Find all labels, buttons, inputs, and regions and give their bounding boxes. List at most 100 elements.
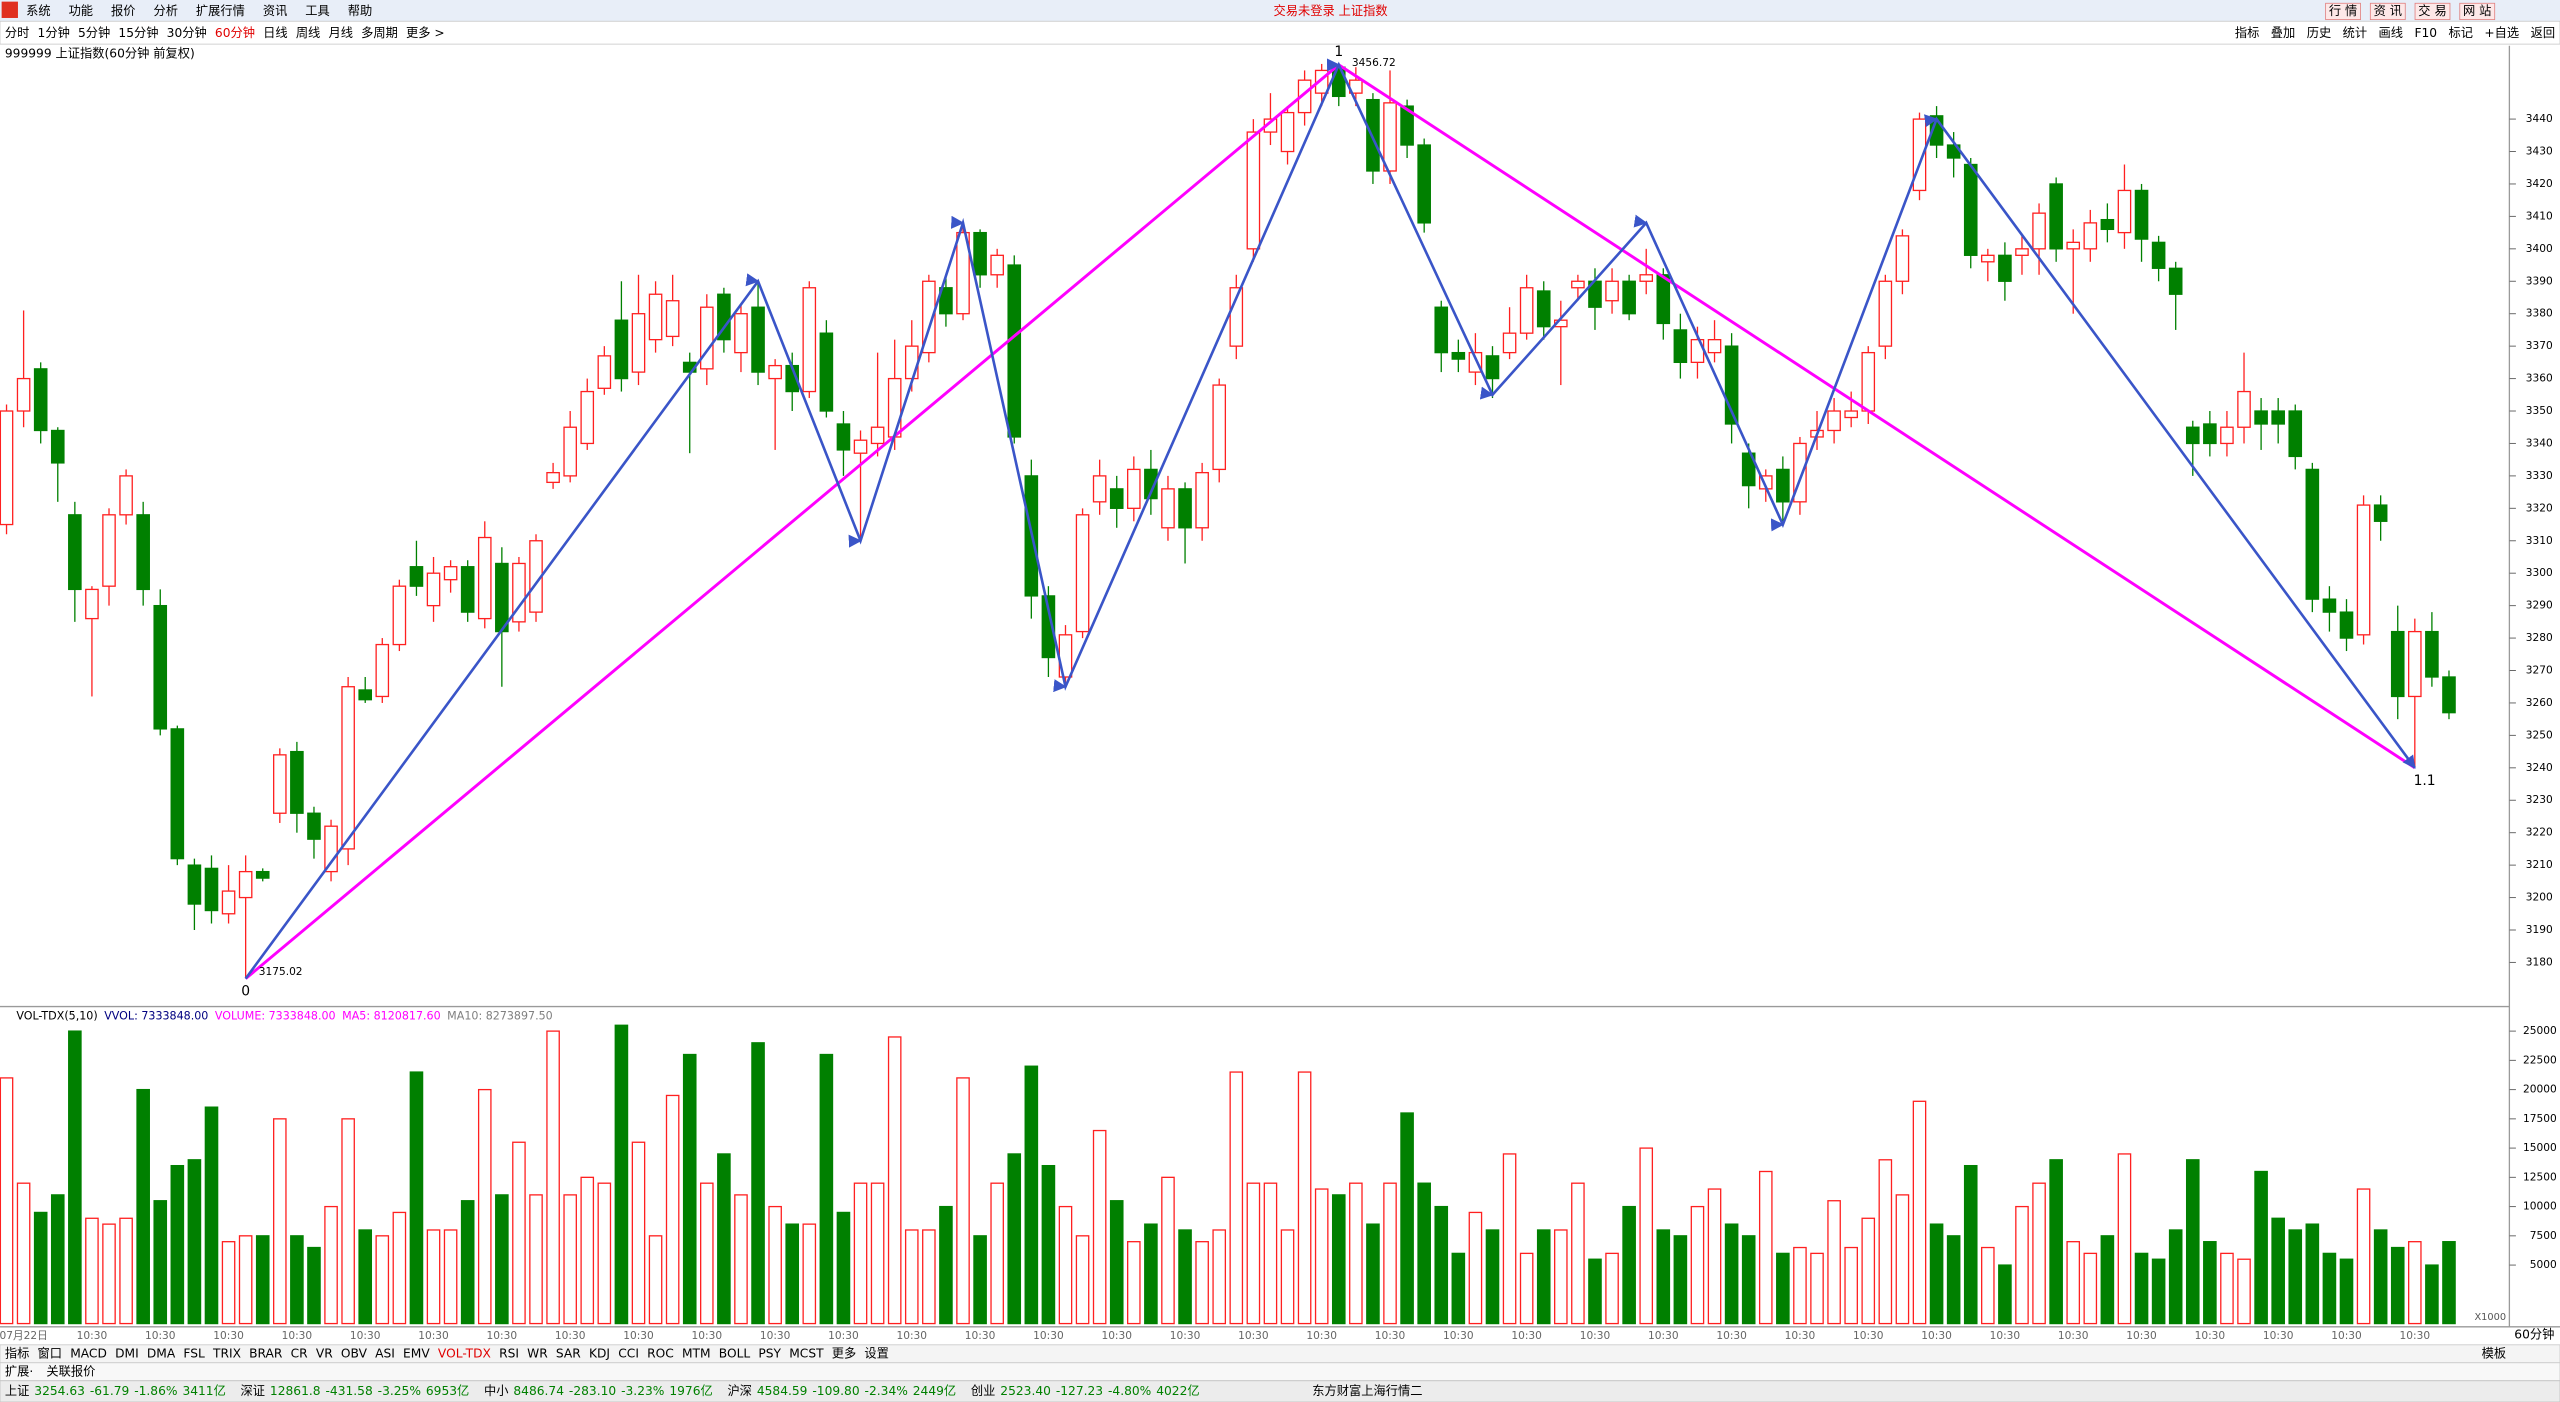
- period-button[interactable]: 月线: [328, 26, 352, 40]
- top-button-box[interactable]: [2459, 2, 2496, 21]
- volume-bar: [785, 1223, 800, 1325]
- candle-body: [512, 562, 526, 623]
- tool-button[interactable]: 画线: [2379, 26, 2403, 40]
- menu-item[interactable]: 工具: [305, 4, 329, 18]
- indicator-tab[interactable]: OBV: [341, 1346, 368, 1360]
- period-button[interactable]: 5分钟: [78, 25, 110, 40]
- indicator-tab[interactable]: KDJ: [589, 1346, 610, 1360]
- top-button-box[interactable]: [2369, 2, 2406, 21]
- menu-item[interactable]: 资讯: [263, 4, 287, 18]
- candle-body: [1776, 468, 1790, 503]
- tool-button[interactable]: 历史: [2307, 26, 2331, 40]
- volume-bar: [1793, 1246, 1807, 1325]
- indicator-tab[interactable]: EMV: [403, 1346, 430, 1360]
- volume-bar: [2151, 1258, 2166, 1325]
- template-button[interactable]: 模板: [2482, 1346, 2506, 1360]
- candle-body: [1417, 144, 1431, 224]
- status-quote: 8486.74: [513, 1384, 564, 1398]
- volume-bar: [939, 1205, 953, 1325]
- menu-item[interactable]: 功能: [69, 4, 93, 18]
- tool-button[interactable]: 统计: [2343, 26, 2367, 40]
- status-quote: -61.79: [90, 1384, 129, 1398]
- sub-tab[interactable]: 关联报价: [46, 1363, 95, 1378]
- indicator-tab[interactable]: DMI: [115, 1346, 139, 1360]
- status-quote: -283.10: [569, 1384, 616, 1398]
- indicator-tab[interactable]: SAR: [556, 1346, 581, 1360]
- period-button[interactable]: 1分钟: [38, 25, 70, 40]
- period-button[interactable]: 更多 >: [406, 26, 445, 40]
- candle-body: [2185, 426, 2200, 445]
- candle-body: [324, 825, 338, 873]
- indicator-tab[interactable]: ASI: [375, 1346, 395, 1360]
- candle-body: [2066, 241, 2081, 250]
- indicator-tab[interactable]: CR: [291, 1346, 309, 1360]
- menu-item[interactable]: 帮助: [348, 4, 372, 18]
- candle-body: [1383, 102, 1397, 172]
- menu-item[interactable]: 报价: [111, 3, 135, 18]
- volume-bar: [495, 1194, 509, 1325]
- top-button-box[interactable]: [2414, 2, 2451, 21]
- indicator-tab[interactable]: ROC: [647, 1346, 674, 1360]
- tool-button[interactable]: 指标: [2235, 25, 2259, 40]
- candle-body: [375, 643, 390, 698]
- indicator-tab[interactable]: DMA: [147, 1346, 176, 1360]
- candle-body: [1963, 163, 1978, 256]
- indicator-tab[interactable]: MACD: [70, 1346, 107, 1360]
- volume-bar: [2288, 1229, 2303, 1325]
- tool-button[interactable]: 标记: [2449, 26, 2473, 40]
- indicator-tab[interactable]: CCI: [618, 1346, 639, 1360]
- indicator-tab[interactable]: PSY: [758, 1346, 781, 1360]
- indicator-tab[interactable]: 更多: [832, 1346, 856, 1360]
- indicator-tab[interactable]: MCST: [789, 1346, 824, 1360]
- indicator-tab[interactable]: 指标: [5, 1345, 29, 1360]
- indicator-tab[interactable]: BRAR: [249, 1346, 283, 1360]
- tool-button[interactable]: F10: [2414, 26, 2437, 40]
- menu-item[interactable]: 系统: [26, 4, 50, 18]
- indicator-tab[interactable]: MTM: [682, 1346, 711, 1360]
- candle-body: [597, 355, 612, 389]
- period-button[interactable]: 60分钟: [215, 25, 255, 40]
- candle-body: [1673, 329, 1688, 364]
- period-button[interactable]: 周线: [296, 26, 320, 40]
- volume-bar: [1844, 1246, 1858, 1325]
- indicator-tab[interactable]: WR: [527, 1346, 548, 1360]
- x-tick-label: 10:30: [350, 1329, 381, 1342]
- indicator-tab[interactable]: 设置: [864, 1346, 888, 1360]
- top-button[interactable]: 交 易: [2418, 3, 2446, 18]
- top-button[interactable]: 资 讯: [2374, 4, 2402, 18]
- menu-item[interactable]: 扩展行情: [196, 4, 245, 18]
- volume-bar: [136, 1088, 150, 1325]
- period-button[interactable]: 分时: [5, 26, 29, 40]
- volume-bar: [102, 1223, 116, 1325]
- tool-button[interactable]: 叠加: [2271, 26, 2295, 40]
- period-button[interactable]: 15分钟: [118, 25, 158, 40]
- indicator-tab[interactable]: TRIX: [212, 1346, 242, 1360]
- top-button[interactable]: 网 站: [2463, 4, 2491, 18]
- indicator-tab[interactable]: 窗口: [38, 1346, 62, 1360]
- y-tick-label: 3200: [2526, 891, 2553, 904]
- volume-bar: [460, 1200, 475, 1325]
- volume-bar: [1041, 1164, 1056, 1325]
- period-button[interactable]: 多周期: [361, 26, 398, 40]
- menu-item[interactable]: 分析: [153, 4, 177, 18]
- volume-bar: [580, 1176, 595, 1325]
- top-button[interactable]: 行 情: [2329, 4, 2357, 18]
- indicator-tab[interactable]: BOLL: [719, 1346, 751, 1360]
- indicator-tab[interactable]: RSI: [499, 1346, 519, 1360]
- volume-bar: [2237, 1258, 2251, 1325]
- sub-tab[interactable]: 扩展·: [5, 1364, 33, 1378]
- tool-button[interactable]: +自选: [2484, 26, 2519, 40]
- indicator-tab[interactable]: VR: [316, 1346, 333, 1360]
- candle-body: [1571, 280, 1585, 289]
- period-button[interactable]: 30分钟: [167, 25, 207, 40]
- top-button-box[interactable]: [2325, 2, 2361, 21]
- y-tick-label: 3360: [2526, 372, 2553, 385]
- volume-bar: [563, 1194, 577, 1325]
- period-button[interactable]: 日线: [263, 26, 287, 40]
- candle-body: [460, 566, 475, 613]
- indicator-tab[interactable]: FSL: [183, 1346, 205, 1360]
- status-quote: 创业: [971, 1384, 995, 1398]
- indicator-tab[interactable]: VOL-TDX: [438, 1346, 492, 1360]
- tool-button[interactable]: 返回: [2531, 26, 2555, 40]
- candle-body: [2237, 390, 2251, 428]
